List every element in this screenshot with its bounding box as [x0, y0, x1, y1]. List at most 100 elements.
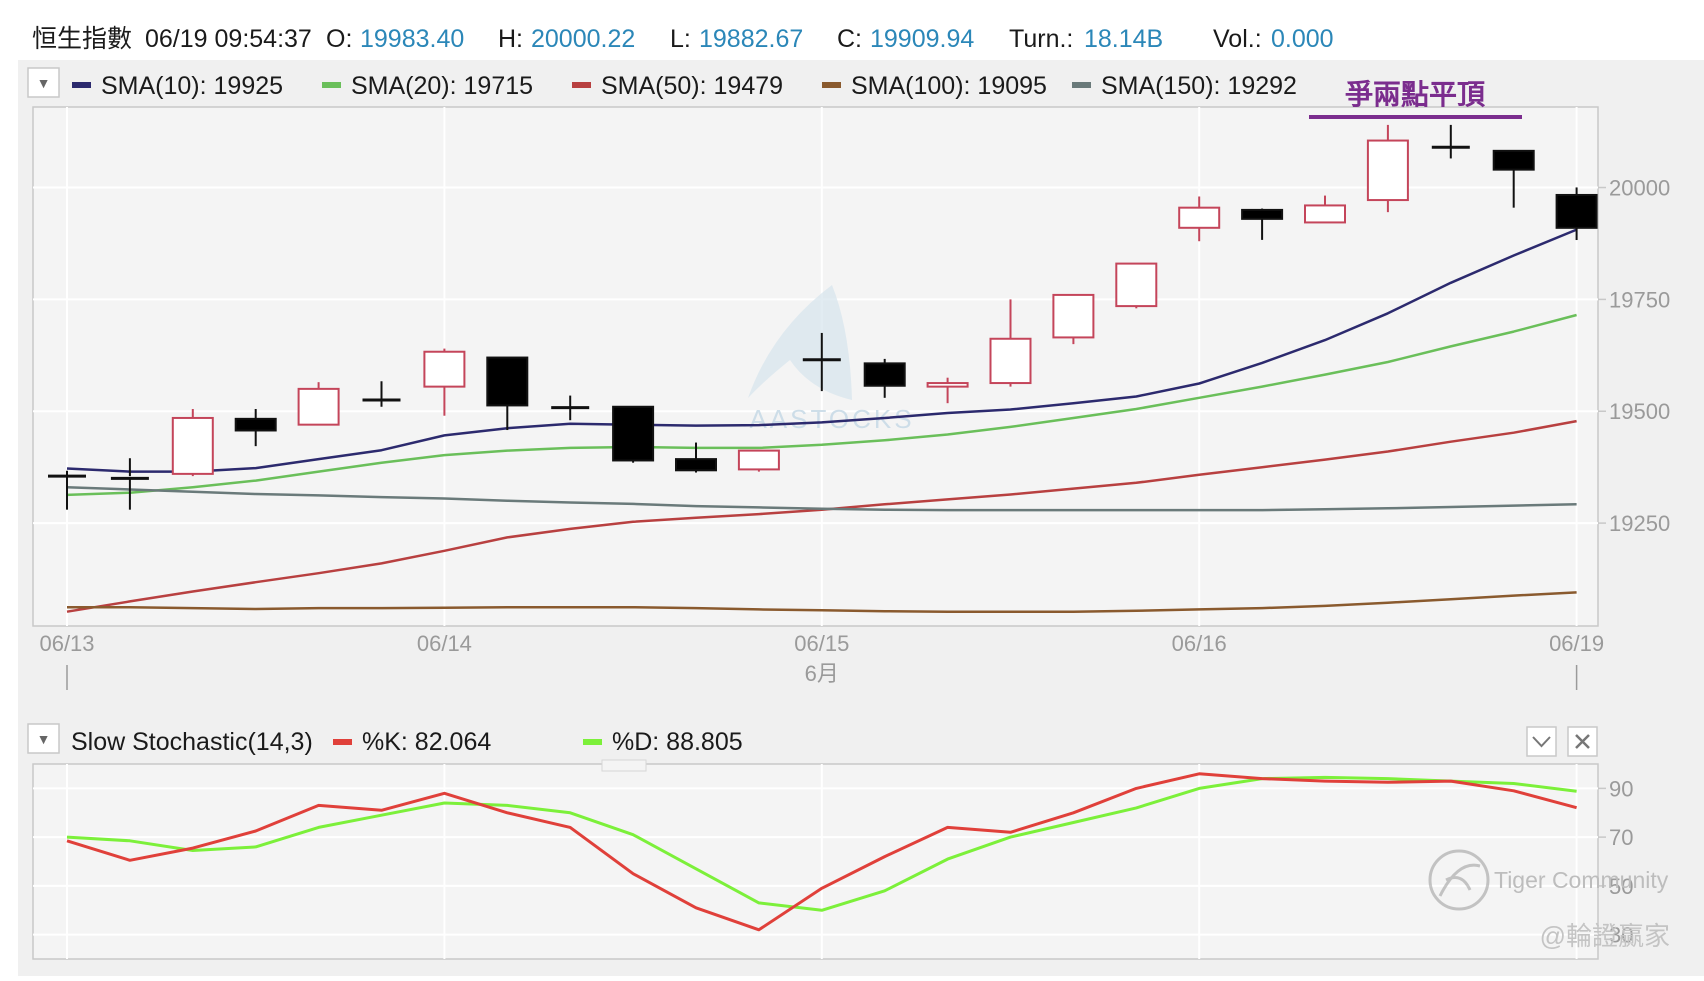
- stochastic-legend: Slow Stochastic(14,3) %K: 82.064 %D: 88.80…: [71, 728, 743, 756]
- candle-body: [675, 458, 717, 472]
- legend-label: SMA(100): 19095: [851, 72, 1047, 100]
- candle-body: [926, 382, 969, 388]
- x-tick-label: 06/14: [417, 631, 472, 656]
- candle-body: [1366, 139, 1409, 202]
- sma-line-sma150: [66, 486, 1577, 512]
- candle-1: [110, 458, 149, 510]
- stochastic-axis: 30 50 70 90: [1598, 776, 1633, 948]
- quote-field-label: C:: [837, 25, 862, 53]
- x-tick-label: 06/15: [794, 631, 849, 656]
- candle-5: [362, 381, 401, 407]
- candle-10: [675, 442, 717, 473]
- candle-body: [1555, 193, 1598, 229]
- symbol-name: 恒生指數: [32, 25, 132, 53]
- y-tick-label: 30: [1609, 923, 1633, 948]
- tiger-logo-icon: [1428, 849, 1490, 911]
- main-panel-menu-button[interactable]: [27, 67, 60, 98]
- y-tick-label: 19500: [1609, 399, 1670, 424]
- candle-0: [48, 470, 86, 510]
- chevron-down-icon: ▼: [37, 731, 51, 747]
- quote-field-label: Turn.:: [1009, 25, 1073, 53]
- candle-24: [1555, 187, 1598, 241]
- legend-swatch: [1072, 82, 1091, 88]
- candle-23: [1492, 149, 1535, 208]
- quote-field-value: 19983.40: [360, 25, 464, 53]
- candle-body: [171, 416, 214, 475]
- legend-swatch: [322, 82, 341, 88]
- legend-swatch: [72, 82, 91, 88]
- legend-label: %K: 82.064: [362, 728, 491, 756]
- aastocks-watermark: AASTOCKS: [749, 404, 914, 434]
- candle-17: [1115, 262, 1158, 309]
- legend-label: SMA(10): 19925: [101, 72, 283, 100]
- quote-field-label: O:: [326, 25, 352, 53]
- candle-body: [989, 337, 1032, 385]
- candle-15: [989, 299, 1032, 387]
- sma-line-sma100: [67, 591, 1577, 613]
- candle-20: [1304, 195, 1346, 224]
- stochastic-lines: [66, 772, 1577, 932]
- legend-label: SMA(20): 19715: [351, 72, 533, 100]
- candle-13: [863, 358, 906, 398]
- candle-7: [486, 356, 529, 431]
- indicator-title: Slow Stochastic(14,3): [71, 728, 313, 756]
- candle-body: [1178, 206, 1221, 229]
- sma-lines: [66, 228, 1578, 613]
- legend-swatch: [583, 739, 602, 745]
- candle-2: [171, 409, 214, 477]
- y-tick-label: 20000: [1609, 176, 1670, 201]
- candle-body: [863, 362, 906, 387]
- legend-swatch: [822, 82, 841, 88]
- y-tick-label: 50: [1609, 874, 1633, 899]
- stoch-line-d: [66, 775, 1577, 912]
- candle-8: [551, 395, 590, 421]
- chevron-down-icon: [1532, 736, 1551, 748]
- candle-12: [802, 332, 841, 392]
- candle-22: [1431, 124, 1470, 159]
- sma-line-sma20: [66, 313, 1577, 497]
- candle-body: [1492, 149, 1535, 171]
- candle-18: [1178, 196, 1221, 242]
- candle-body: [486, 356, 529, 407]
- quote-field-label: Vol.:: [1213, 25, 1262, 53]
- y-tick-label: 19750: [1609, 287, 1670, 312]
- legend-label: %D: 88.805: [612, 728, 743, 756]
- y-tick-label: 90: [1609, 776, 1633, 801]
- x-tick-label: 06/19: [1549, 631, 1604, 656]
- candle-6: [423, 348, 466, 416]
- candle-body: [297, 387, 340, 426]
- quote-field-value: 0.000: [1271, 25, 1334, 53]
- x-tick-label: 06/16: [1172, 631, 1227, 656]
- quote-field-value: 20000.22: [531, 25, 635, 53]
- y-tick-label: 19250: [1609, 511, 1670, 536]
- legend-label: SMA(150): 19292: [1101, 72, 1297, 100]
- legend-label: SMA(50): 19479: [601, 72, 783, 100]
- collapse-panel-button[interactable]: [1526, 726, 1557, 757]
- chevron-down-icon: ▼: [37, 75, 51, 91]
- candle-4: [297, 382, 340, 426]
- legend-swatch: [333, 739, 352, 745]
- panel-resize-handle[interactable]: [601, 759, 647, 772]
- candle-3: [234, 409, 277, 447]
- candle-11: [737, 449, 780, 472]
- tiger-community-watermark: Tiger Community: [1494, 867, 1669, 893]
- price-axis: 19250 19500 19750 20000: [1598, 176, 1670, 536]
- candle-body: [737, 449, 780, 471]
- candlesticks: [48, 124, 1598, 510]
- candle-body: [234, 417, 277, 432]
- stoch-line-k: [66, 772, 1577, 932]
- candle-body: [1241, 208, 1284, 220]
- candle-16: [1052, 293, 1095, 345]
- sma-legend: SMA(10): 19925 SMA(20): 19715 SMA(50): 194…: [72, 72, 1297, 100]
- quote-field-value: 18.14B: [1084, 25, 1163, 53]
- candle-body: [1052, 293, 1095, 339]
- stoch-panel-menu-button[interactable]: [27, 723, 60, 754]
- aastocks-logo-icon: [748, 285, 852, 400]
- double-top-annotation: 爭兩點平頂: [1345, 78, 1486, 110]
- quote-header: 恒生指數 06/19 09:54:37 O: 19983.40 H: 20000.22…: [32, 25, 1334, 53]
- stochastic-plot-area: [32, 763, 1599, 960]
- quote-field-label: L:: [670, 25, 691, 53]
- close-icon: [1575, 734, 1590, 749]
